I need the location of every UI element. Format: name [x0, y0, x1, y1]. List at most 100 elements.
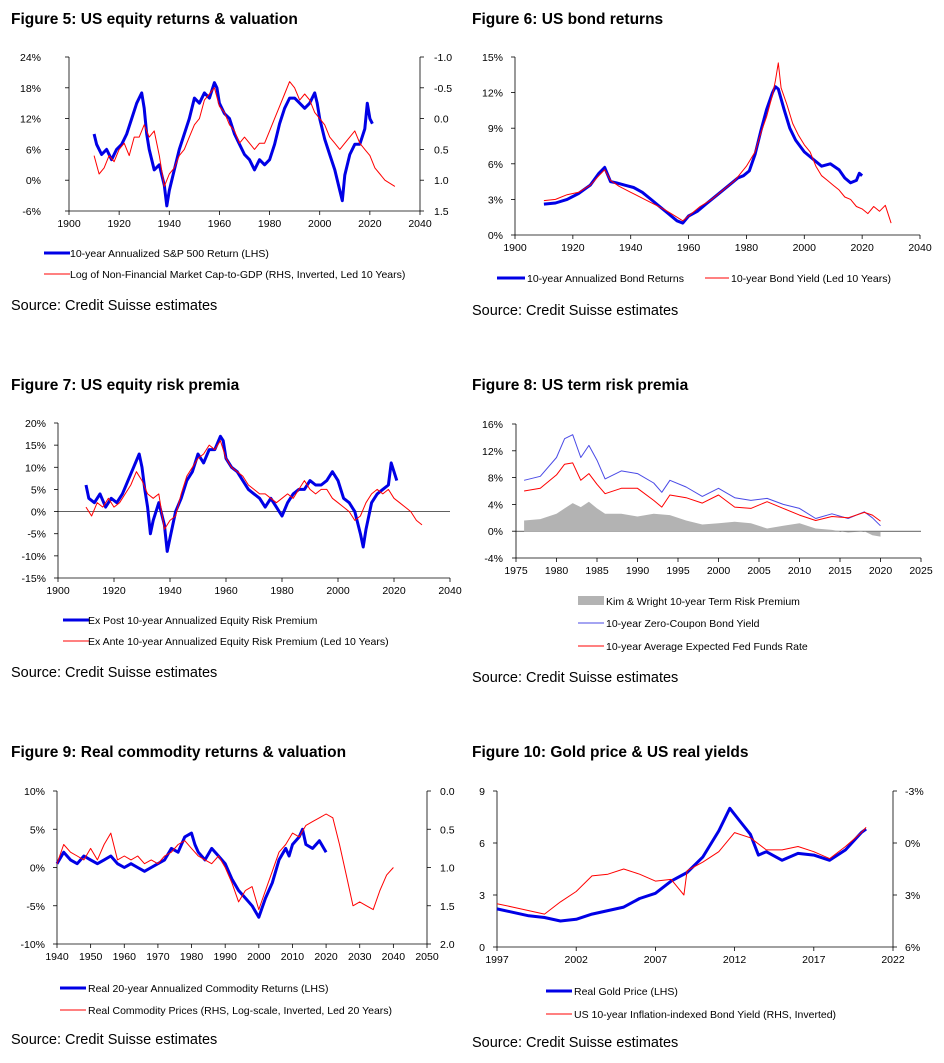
x-tick-label: 2000 — [326, 585, 350, 597]
x-tick-label: 2020 — [869, 565, 893, 577]
x-tick-label: 1980 — [545, 565, 569, 577]
y-tick-label: 10% — [25, 462, 46, 474]
x-tick-label: 1900 — [57, 218, 81, 230]
x-tick-label: 1975 — [504, 565, 528, 577]
figure-source: Source: Credit Suisse estimates — [472, 303, 679, 319]
legend-label: 10-year Annualized Bond Returns — [527, 273, 684, 285]
y-tick-label: 6% — [488, 159, 503, 171]
legend-swatch — [578, 596, 604, 605]
x-tick-label: 2000 — [793, 242, 817, 254]
x-tick-label: 1900 — [503, 242, 527, 254]
y-tick-label: 9% — [488, 123, 503, 135]
series-line-primary — [92, 81, 374, 208]
x-tick-label: 1960 — [214, 585, 238, 597]
y-tick-label: -4% — [484, 553, 503, 565]
y-tick-label: 16% — [482, 419, 503, 431]
x-tick-label: 2002 — [565, 954, 589, 966]
x-tick-label: 2007 — [644, 954, 668, 966]
x-tick-label: 2005 — [747, 565, 771, 577]
x-tick-label: 2040 — [408, 218, 432, 230]
legend-label: 10-year Zero-Coupon Bond Yield — [606, 618, 760, 630]
x-tick-label: 1940 — [45, 951, 69, 963]
y-tick-label: 0% — [26, 175, 41, 187]
series-line-secondary — [85, 440, 423, 530]
x-tick-label: 2010 — [788, 565, 812, 577]
y-tick-label: 15% — [482, 52, 503, 64]
figure-source: Source: Credit Suisse estimates — [472, 670, 679, 686]
x-tick-label: 1960 — [208, 218, 232, 230]
figure-5-chart: -6% 0% 6% 12% 18% 24% 1.5 1.0 0.5 0.0 -0.5 -1.0 1900… — [20, 52, 452, 281]
x-tick-label: 2020 — [382, 585, 406, 597]
figure-title: Figure 6: US bond returns — [472, 11, 664, 28]
legend-label: Kim & Wright 10-year Term Risk Premium — [606, 596, 800, 608]
x-tick-label: 2040 — [438, 585, 462, 597]
x-tick-label: 2000 — [247, 951, 271, 963]
y-tick-label: 0% — [31, 507, 46, 519]
y-tick-label: 5% — [30, 824, 45, 836]
figure-title: Figure 7: US equity risk premia — [11, 377, 240, 394]
y-tick-label: 9 — [479, 786, 485, 798]
y-tick-label: 20% — [25, 418, 46, 430]
series-line-primary — [55, 827, 328, 919]
legend-label: Ex Post 10-year Annualized Equity Risk P… — [88, 615, 318, 627]
y2-tick-label: 1.5 — [440, 901, 455, 913]
figure-title: Figure 8: US term risk premia — [472, 377, 689, 394]
y-tick-label: -10% — [21, 551, 46, 563]
y-tick-label: -5% — [26, 901, 45, 913]
y-tick-label: 6% — [26, 144, 41, 156]
x-tick-label: 1995 — [666, 565, 690, 577]
x-tick-label: 1940 — [619, 242, 643, 254]
y-tick-label: 0 — [479, 942, 485, 954]
x-tick-label: 1960 — [677, 242, 701, 254]
y-tick-label: 4% — [488, 499, 503, 511]
legend-label: Real Commodity Prices (RHS, Log-scale, I… — [88, 1005, 392, 1017]
x-tick-label: 1920 — [561, 242, 585, 254]
figure-6-chart: 0% 3% 6% 9% 12% 15% 1900 1920 1940 1960 1980 2000 20… — [482, 52, 932, 285]
legend-label: Log of Non-Financial Market Cap-to-GDP (… — [70, 269, 405, 281]
legend-label: Real Gold Price (LHS) — [574, 986, 678, 998]
figure-source: Source: Credit Suisse estimates — [11, 1032, 218, 1048]
x-tick-label: 2017 — [802, 954, 826, 966]
figure-source: Source: Credit Suisse estimates — [11, 298, 218, 314]
series-area — [524, 501, 881, 537]
y2-tick-label: 0.5 — [440, 824, 455, 836]
figure-8-chart: -4% 0% 4% 8% 12% 16% 1975 1980 1985 1990 1995 2000 2… — [482, 419, 933, 653]
y-tick-label: 12% — [482, 446, 503, 458]
series-line-secondary — [543, 62, 892, 224]
series-line-secondary — [56, 813, 394, 911]
legend-label: 10-year Annualized S&P 500 Return (LHS) — [70, 248, 269, 260]
y2-tick-label: -1.0 — [434, 52, 452, 64]
x-tick-label: 1900 — [46, 585, 70, 597]
y-tick-label: 6 — [479, 838, 485, 850]
x-tick-label: 1940 — [158, 585, 182, 597]
legend-label: 10-year Bond Yield (Led 10 Years) — [731, 273, 891, 285]
y2-tick-label: 6% — [905, 942, 920, 954]
x-tick-label: 1980 — [270, 585, 294, 597]
x-tick-label: 2050 — [415, 951, 439, 963]
figure-title: Figure 5: US equity returns & valuation — [11, 11, 298, 28]
y-tick-label: 3 — [479, 890, 485, 902]
y2-tick-label: 3% — [905, 890, 920, 902]
x-tick-label: 2022 — [881, 954, 905, 966]
y-tick-label: 0% — [488, 230, 503, 242]
y-tick-label: 15% — [25, 440, 46, 452]
x-tick-label: 1980 — [180, 951, 204, 963]
y-tick-label: 12% — [20, 114, 41, 126]
x-tick-label: 2020 — [358, 218, 382, 230]
x-tick-label: 1980 — [258, 218, 282, 230]
x-tick-label: 1997 — [485, 954, 509, 966]
y-tick-label: 10% — [24, 786, 45, 798]
x-tick-label: 1990 — [626, 565, 650, 577]
figure-title: Figure 9: Real commodity returns & valua… — [11, 744, 347, 761]
y-tick-label: -15% — [21, 573, 46, 585]
y-tick-label: -10% — [20, 939, 45, 951]
x-tick-label: 1940 — [158, 218, 182, 230]
x-tick-label: 1960 — [113, 951, 137, 963]
legend-label: US 10-year Inflation-indexed Bond Yield … — [574, 1009, 836, 1021]
y2-tick-label: 0.5 — [434, 144, 449, 156]
series-line-primary — [496, 806, 867, 923]
y-tick-label: 0% — [488, 526, 503, 538]
x-tick-label: 1990 — [214, 951, 238, 963]
series-line-secondary — [524, 462, 881, 522]
